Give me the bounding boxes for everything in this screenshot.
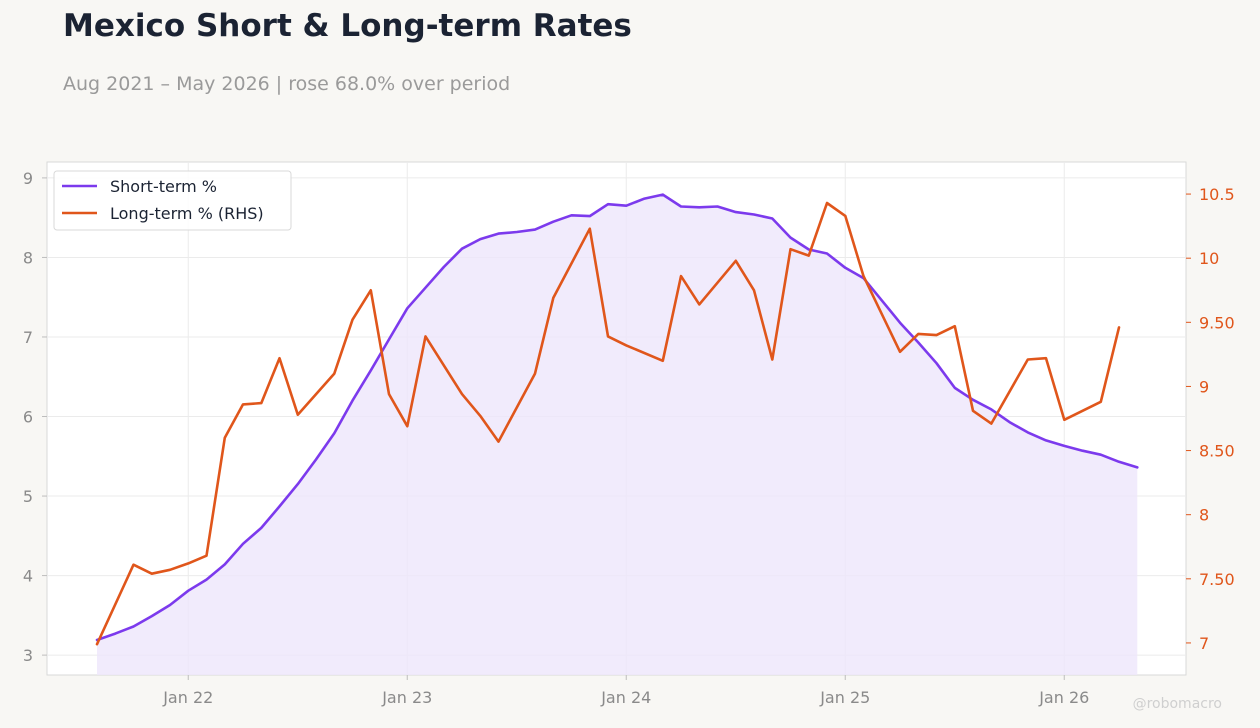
y-left-tick-label: 5 xyxy=(23,487,33,506)
y-left-tick-label: 4 xyxy=(23,567,33,586)
x-axis: Jan 22 Jan 23 Jan 24 Jan 25 Jan 26 xyxy=(162,675,1089,707)
y-right-tick-label: 8.50 xyxy=(1199,442,1235,461)
y-left-tick-label: 8 xyxy=(23,248,33,267)
watermark: @robomacro xyxy=(1132,696,1222,712)
legend: Short-term % Long-term % (RHS) xyxy=(53,170,292,231)
long-term-line xyxy=(95,201,1121,646)
x-tick-label: Jan 24 xyxy=(600,688,651,707)
x-tick-label: Jan 26 xyxy=(1038,688,1089,707)
y-right-tick-label: 10 xyxy=(1199,249,1219,268)
y-right-tick-label: 7.50 xyxy=(1199,570,1235,589)
chart-title: Mexico Short & Long-term Rates xyxy=(63,8,632,44)
x-tick-label: Jan 22 xyxy=(162,688,213,707)
y-left-tick-label: 9 xyxy=(23,169,33,188)
y-right-tick-label: 7 xyxy=(1199,634,1209,653)
y-right-tick-label: 8 xyxy=(1199,506,1209,525)
y-left-tick-label: 7 xyxy=(23,328,33,347)
short-term-area xyxy=(97,194,1138,675)
x-tick-label: Jan 25 xyxy=(819,688,870,707)
legend-label-long: Long-term % (RHS) xyxy=(110,204,264,223)
series-layer xyxy=(95,193,1139,675)
legend-box xyxy=(53,170,292,231)
short-term-line xyxy=(95,193,1139,642)
y-axis-right: 7 7.50 8 8.50 9 9.50 10 10.5 xyxy=(1186,185,1235,653)
chart-subtitle: Aug 2021 – May 2026 | rose 68.0% over pe… xyxy=(63,73,511,95)
y-right-tick-label: 9 xyxy=(1199,377,1209,396)
y-left-tick-label: 6 xyxy=(23,408,33,427)
y-right-tick-label: 10.5 xyxy=(1199,185,1235,204)
y-left-tick-label: 3 xyxy=(23,646,33,665)
legend-label-short: Short-term % xyxy=(110,177,217,196)
x-tick-label: Jan 23 xyxy=(381,688,432,707)
y-right-tick-label: 9.50 xyxy=(1199,313,1235,332)
y-axis-left: 3 4 5 6 7 8 9 xyxy=(23,169,47,665)
